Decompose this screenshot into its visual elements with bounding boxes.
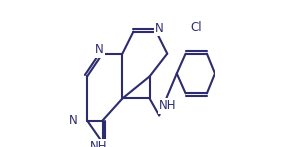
Text: Cl: Cl (190, 21, 202, 34)
Text: NH: NH (90, 140, 108, 147)
Text: N: N (69, 114, 78, 127)
Text: NH: NH (159, 99, 177, 112)
Text: N: N (95, 44, 104, 56)
Text: N: N (155, 22, 164, 35)
